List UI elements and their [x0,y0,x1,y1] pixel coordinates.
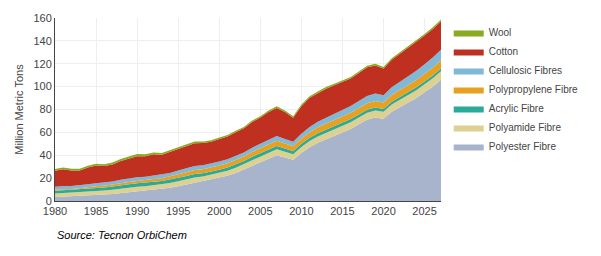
svg-text:Acrylic Fibre: Acrylic Fibre [489,103,544,114]
svg-text:20: 20 [40,172,52,184]
svg-text:Polyester Fibre: Polyester Fibre [489,141,557,152]
svg-text:1980: 1980 [43,205,67,217]
svg-text:140: 140 [33,35,51,47]
svg-text:60: 60 [40,126,52,138]
svg-text:2005: 2005 [248,205,272,217]
svg-text:80: 80 [40,103,52,115]
svg-text:40: 40 [40,149,52,161]
svg-text:Cotton: Cotton [489,46,518,57]
svg-text:1985: 1985 [84,205,108,217]
svg-text:0: 0 [46,195,52,207]
svg-text:Cellulosic Fibres: Cellulosic Fibres [489,65,562,76]
svg-text:2000: 2000 [207,205,231,217]
svg-text:160: 160 [33,12,51,24]
svg-text:2010: 2010 [289,205,313,217]
svg-text:Polypropylene Fibre: Polypropylene Fibre [489,84,578,95]
svg-text:2015: 2015 [330,205,354,217]
svg-text:Wool: Wool [489,27,512,38]
svg-text:Million Metric Tons: Million Metric Tons [13,64,25,155]
svg-text:100: 100 [33,80,51,92]
svg-text:1995: 1995 [166,205,190,217]
svg-text:Source: Tecnon OrbiChem: Source: Tecnon OrbiChem [57,229,187,241]
svg-text:Polyamide Fibre: Polyamide Fibre [489,122,562,133]
svg-text:120: 120 [33,58,51,70]
svg-text:2025: 2025 [412,205,436,217]
svg-text:2020: 2020 [371,205,395,217]
svg-text:1990: 1990 [125,205,149,217]
